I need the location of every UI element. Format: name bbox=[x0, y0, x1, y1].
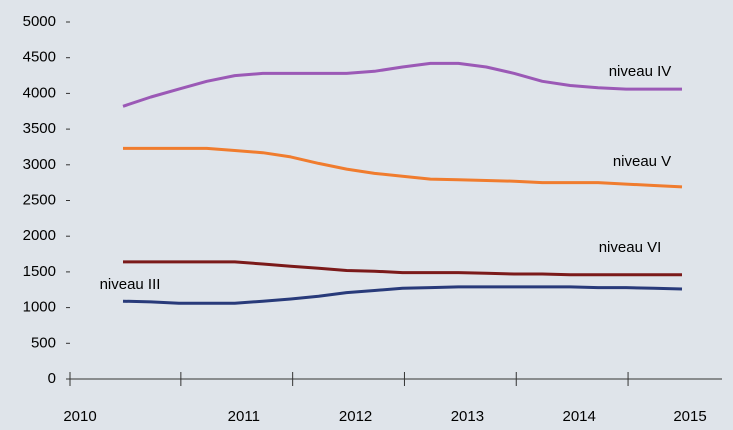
y-tick-label: 1500 bbox=[23, 263, 56, 280]
x-tick-label: 2014 bbox=[563, 408, 596, 425]
series-label: niveau IV bbox=[609, 63, 672, 80]
x-tick-label: 2010 bbox=[63, 408, 96, 425]
y-tick-label: 2000 bbox=[23, 227, 56, 244]
series-line bbox=[123, 260, 682, 277]
y-tick-label: 2500 bbox=[23, 191, 56, 208]
y-tick-label: 3000 bbox=[23, 156, 56, 173]
x-tick-label: 2011 bbox=[228, 408, 260, 425]
x-tick-label: 2015 bbox=[673, 408, 706, 425]
y-tick-label: 0 bbox=[48, 370, 56, 387]
series-label: niveau III bbox=[100, 276, 161, 293]
x-tick-label: 2013 bbox=[451, 408, 484, 425]
series-line bbox=[123, 146, 683, 189]
y-tick-label: 4500 bbox=[23, 49, 56, 66]
y-tick-label: 4000 bbox=[23, 84, 56, 101]
series-line bbox=[122, 61, 682, 108]
x-tick-label: 2012 bbox=[339, 408, 372, 425]
y-tick-label: 1000 bbox=[23, 299, 56, 316]
series-line bbox=[122, 285, 683, 305]
y-tick-label: 500 bbox=[31, 334, 56, 351]
series-label: niveau V bbox=[613, 153, 671, 170]
y-tick-label: 3500 bbox=[23, 120, 56, 137]
y-tick-label: 5000 bbox=[23, 13, 56, 30]
series-label: niveau VI bbox=[599, 239, 662, 256]
